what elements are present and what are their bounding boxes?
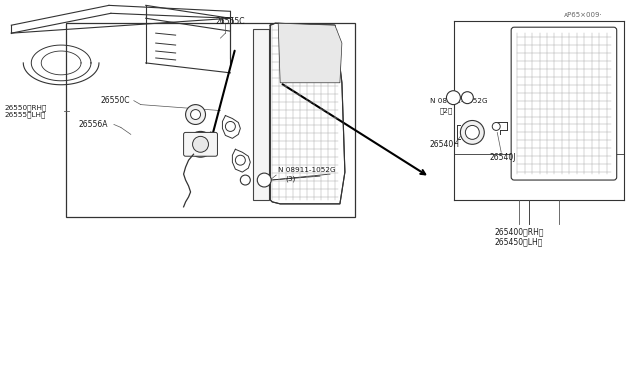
Circle shape bbox=[186, 105, 205, 125]
Text: N 08911-1052G: N 08911-1052G bbox=[429, 97, 487, 104]
Circle shape bbox=[188, 131, 214, 157]
Text: 26556A: 26556A bbox=[78, 120, 108, 129]
Bar bbox=[223, 35, 232, 53]
Text: 26555（LH）: 26555（LH） bbox=[4, 111, 45, 118]
Text: （2）: （2） bbox=[440, 107, 453, 114]
Text: 26565C: 26565C bbox=[216, 17, 245, 26]
Circle shape bbox=[236, 155, 245, 165]
Bar bbox=[253, 29, 269, 200]
Circle shape bbox=[225, 122, 236, 131]
Circle shape bbox=[193, 137, 207, 151]
Circle shape bbox=[193, 137, 209, 152]
Bar bbox=[66, 23, 355, 217]
Text: 265400（RH）: 265400（RH） bbox=[494, 227, 544, 236]
Polygon shape bbox=[278, 23, 342, 83]
Bar bbox=[223, 17, 232, 33]
Text: 26540H: 26540H bbox=[429, 140, 460, 149]
Circle shape bbox=[447, 91, 460, 105]
Circle shape bbox=[191, 110, 200, 119]
Text: ᴀP65×009·: ᴀP65×009· bbox=[564, 12, 603, 18]
Text: (3): (3) bbox=[285, 176, 296, 182]
Circle shape bbox=[198, 141, 204, 147]
Circle shape bbox=[241, 175, 250, 185]
Circle shape bbox=[257, 173, 271, 187]
Text: N: N bbox=[451, 94, 456, 101]
Text: 26540J: 26540J bbox=[489, 153, 516, 162]
Text: 26550（RH）: 26550（RH） bbox=[4, 104, 47, 111]
Circle shape bbox=[492, 122, 500, 131]
Circle shape bbox=[460, 121, 484, 144]
Text: 265450（LH）: 265450（LH） bbox=[494, 237, 543, 246]
Text: N 08911-1052G: N 08911-1052G bbox=[278, 167, 336, 173]
FancyBboxPatch shape bbox=[184, 132, 218, 156]
Text: N: N bbox=[262, 177, 267, 183]
Circle shape bbox=[465, 125, 479, 140]
Circle shape bbox=[461, 92, 474, 104]
Bar bbox=[156, 33, 216, 53]
Text: 26550C: 26550C bbox=[101, 96, 131, 105]
FancyBboxPatch shape bbox=[511, 27, 617, 180]
Polygon shape bbox=[270, 23, 345, 204]
